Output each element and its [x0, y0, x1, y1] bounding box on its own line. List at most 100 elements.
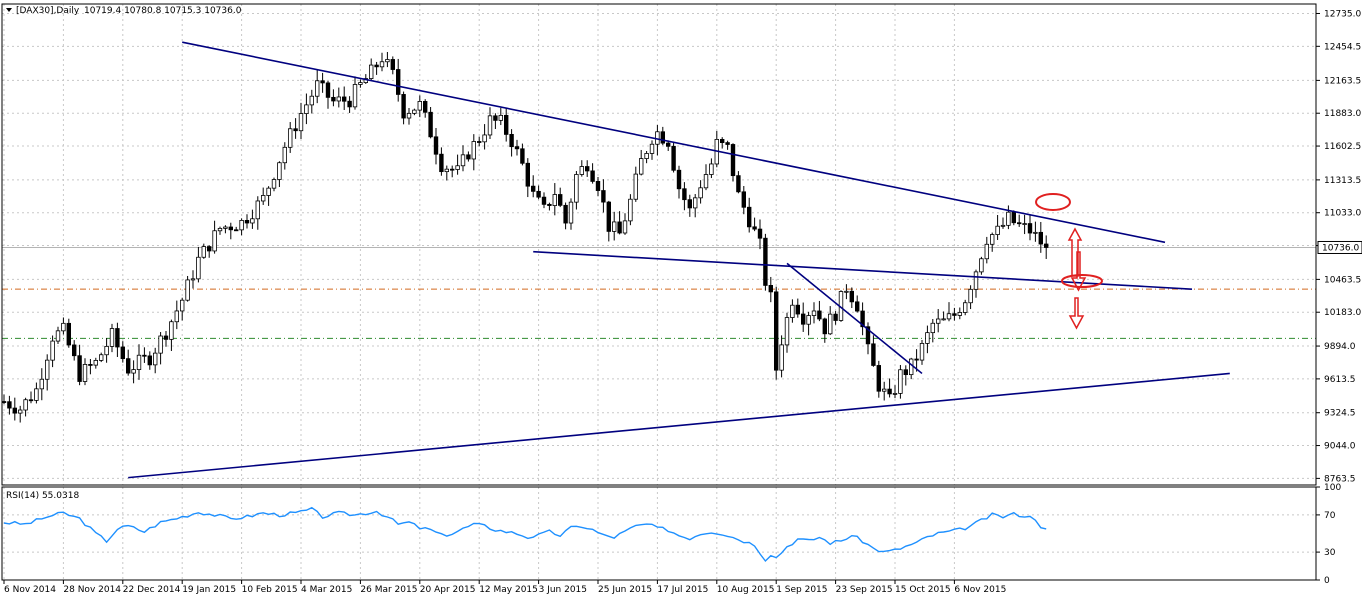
time-tick-label: 28 Nov 2014	[63, 585, 121, 595]
candle-body	[358, 82, 363, 85]
candle-body	[828, 313, 833, 335]
candle-body	[601, 190, 606, 203]
candle-body	[757, 228, 763, 239]
candle-body	[142, 354, 147, 357]
time-tick-label: 17 Jul 2015	[657, 585, 708, 595]
candle-body	[287, 128, 293, 148]
rsi-series	[3, 506, 1047, 563]
candle-body	[206, 246, 212, 252]
candle-body	[941, 318, 946, 321]
candle-body	[590, 170, 595, 182]
candle-body	[887, 388, 892, 395]
candle-body	[39, 378, 44, 390]
candle-body	[639, 158, 644, 175]
candle-body	[487, 115, 493, 136]
time-tick-label: 15 Oct 2015	[895, 585, 951, 595]
time-tick-label: 1 Sep 2015	[776, 585, 827, 595]
price-tick-label: 12163.5	[1324, 76, 1361, 86]
symbol-label: [DAX30],Daily	[16, 6, 80, 16]
annotation-markers	[1035, 193, 1103, 330]
candle-body	[903, 369, 908, 376]
time-tick-label: 20 Apr 2015	[420, 585, 476, 595]
candle-body	[147, 355, 152, 366]
candle-body	[844, 290, 849, 293]
candle-body	[66, 322, 71, 346]
candle-body	[277, 162, 282, 180]
candle-body	[763, 237, 768, 286]
candle-body	[801, 313, 806, 325]
candle-body	[509, 134, 514, 148]
candle-body	[223, 226, 228, 229]
candle-body	[536, 190, 541, 198]
candle-body	[503, 114, 509, 135]
price-tick-label: 9894.0	[1324, 342, 1356, 352]
candle-body	[212, 230, 217, 252]
candle-body	[628, 198, 633, 222]
candle-body	[1033, 231, 1038, 234]
price-tick-label: 9324.5	[1324, 409, 1356, 419]
candle-body	[131, 369, 136, 374]
candle-body	[368, 64, 374, 79]
candle-body	[201, 246, 206, 258]
candle-body	[179, 299, 185, 312]
candle-body	[1000, 224, 1006, 227]
candle-body	[736, 175, 741, 193]
candle-body	[617, 221, 622, 234]
dropdown-arrow-icon[interactable]	[6, 8, 12, 12]
candle-body	[174, 310, 179, 323]
candle-body	[957, 312, 962, 316]
candle-body	[428, 111, 433, 138]
candle-body	[790, 304, 795, 318]
candle-body	[471, 141, 476, 160]
candle-body	[314, 80, 320, 97]
candle-body	[833, 313, 838, 321]
candle-body	[547, 203, 552, 206]
candle-body	[579, 166, 584, 175]
candle-body	[163, 335, 169, 340]
time-tick-label: 19 Jan 2015	[182, 585, 236, 595]
candle-body	[331, 96, 336, 102]
candle-body	[266, 187, 271, 196]
price-tick-label: 9613.5	[1324, 375, 1356, 385]
last-price-badge	[1317, 240, 1362, 254]
candle-body	[460, 154, 466, 167]
candle-body	[558, 194, 563, 206]
candle-body	[158, 335, 163, 354]
candle-body	[320, 80, 325, 84]
candle-body	[336, 96, 341, 102]
candle-body	[282, 146, 287, 164]
time-tick-label: 4 Mar 2015	[301, 585, 352, 595]
candle-body	[233, 229, 239, 232]
candle-body	[341, 96, 347, 102]
candle-body	[514, 146, 520, 150]
price-axis: 12735.0 12454.5 12163.5 11883.0 11602.5 11313…	[1316, 9, 1362, 484]
time-tick-label: 10 Aug 2015	[717, 585, 775, 595]
candle-body	[752, 226, 757, 230]
candle-body	[693, 197, 698, 209]
candle-body	[784, 317, 790, 346]
last-price-label: 10736.0	[1322, 243, 1359, 253]
candle-body	[1038, 231, 1043, 245]
candle-body	[541, 196, 547, 205]
candle-body	[109, 328, 115, 347]
price-tick-label: 11602.5	[1324, 142, 1361, 152]
candle-body	[698, 187, 703, 199]
price-tick-label: 12735.0	[1324, 9, 1361, 19]
candle-body	[1, 401, 7, 403]
candle-body	[865, 326, 871, 345]
candle-body	[347, 100, 352, 108]
candle-body	[455, 165, 460, 170]
candle-body	[876, 365, 881, 392]
trendline	[182, 41, 1166, 244]
candle-body	[271, 179, 277, 189]
time-axis: 6 Nov 2014 28 Nov 2014 22 Dec 2014 19 Jan 2…	[3, 580, 1006, 595]
candlesticks	[1, 51, 1049, 423]
candle-body	[963, 302, 968, 313]
candle-body	[88, 364, 93, 366]
candle-body	[304, 104, 309, 114]
candle-body	[228, 226, 233, 231]
candle-body	[520, 148, 525, 164]
candle-body	[919, 343, 925, 361]
